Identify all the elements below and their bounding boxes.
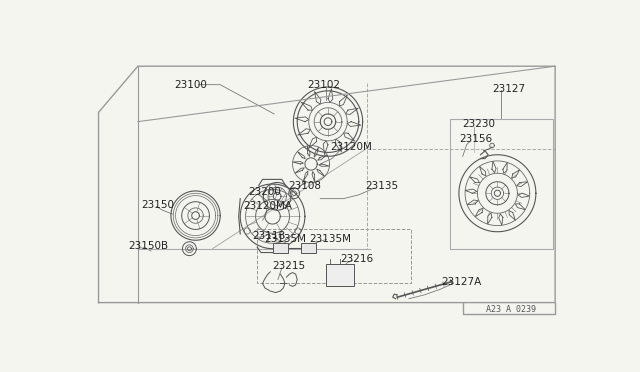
Text: 23127A: 23127A bbox=[441, 277, 481, 287]
Text: A23 A 0239: A23 A 0239 bbox=[486, 305, 536, 314]
Bar bbox=[326, 264, 354, 286]
Bar bbox=[273, 243, 288, 253]
Text: 23135M: 23135M bbox=[310, 234, 351, 244]
Text: 23127: 23127 bbox=[492, 84, 525, 93]
Text: 23120MA: 23120MA bbox=[243, 201, 292, 211]
Text: 23108: 23108 bbox=[288, 180, 321, 190]
Text: 23215: 23215 bbox=[273, 262, 306, 272]
Text: 23118: 23118 bbox=[253, 231, 285, 241]
Text: 23156: 23156 bbox=[459, 134, 492, 144]
Bar bbox=[451, 119, 553, 249]
Text: 23150B: 23150B bbox=[128, 241, 168, 251]
Text: 23216: 23216 bbox=[340, 254, 374, 264]
Text: 23135: 23135 bbox=[365, 180, 398, 190]
Text: 23135M: 23135M bbox=[264, 234, 306, 244]
Text: 23200: 23200 bbox=[249, 187, 282, 198]
Text: 23230: 23230 bbox=[462, 119, 495, 129]
Text: 23120M: 23120M bbox=[330, 142, 372, 152]
Text: 23150: 23150 bbox=[141, 200, 175, 210]
Text: 23102: 23102 bbox=[307, 80, 340, 90]
Text: 23100: 23100 bbox=[174, 80, 207, 90]
Bar bbox=[301, 243, 316, 253]
Bar bbox=[257, 230, 411, 283]
